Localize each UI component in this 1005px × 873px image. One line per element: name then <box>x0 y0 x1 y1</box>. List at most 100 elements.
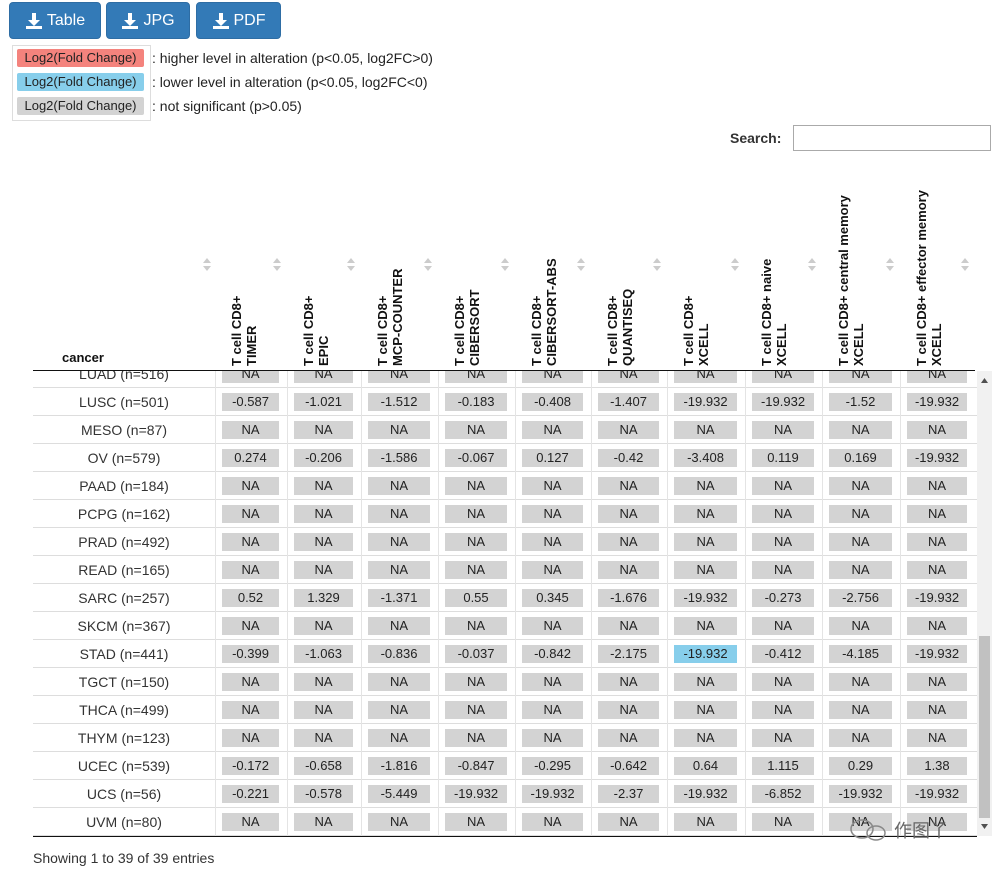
table-row: UCEC (n=539) -0.172 -0.658 -1.816 -0.847 -0.2… <box>33 752 977 780</box>
value-cell: -0.42 <box>598 449 659 467</box>
column-header: T cell CD8+ <box>452 295 467 366</box>
value-cell: NA <box>368 533 430 551</box>
cancer-name: PRAD (n=492) <box>78 534 170 550</box>
value-cell: NA <box>829 561 892 579</box>
value-cell: NA <box>222 617 279 635</box>
download-button[interactable]: Table <box>9 2 101 39</box>
value-cell: -5.449 <box>368 785 430 803</box>
value-cell: -0.408 <box>522 393 583 411</box>
legend-box <box>12 45 151 121</box>
value-cell: NA <box>445 421 507 439</box>
value-cell: NA <box>368 617 430 635</box>
column-header: TIMER <box>244 325 259 366</box>
download-button[interactable]: PDF <box>196 2 281 39</box>
value-cell: NA <box>222 701 279 719</box>
value-cell: NA <box>674 729 737 747</box>
cancer-name: THCA (n=499) <box>79 702 169 718</box>
column-separator <box>215 371 216 836</box>
value-cell: NA <box>598 673 659 691</box>
value-cell: -19.932 <box>674 785 737 803</box>
table-row: PRAD (n=492) NA NA NA NA NA NA NA NA NA NA <box>33 528 977 556</box>
cancer-name: READ (n=165) <box>78 562 170 578</box>
value-cell: NA <box>752 729 814 747</box>
value-cell: -3.408 <box>674 449 737 467</box>
legend-badge: Log2(Fold Change) <box>17 97 144 115</box>
value-cell: NA <box>522 617 583 635</box>
value-cell: NA <box>294 561 353 579</box>
download-button[interactable]: JPG <box>106 2 190 39</box>
value-cell: -0.642 <box>598 757 659 775</box>
value-cell: NA <box>368 673 430 691</box>
value-cell: NA <box>368 561 430 579</box>
column-header: cancer <box>62 350 104 365</box>
value-cell: NA <box>368 421 430 439</box>
value-cell: NA <box>829 673 892 691</box>
table-row: UCS (n=56) -0.221 -0.578 -5.449 -19.932 -19.9… <box>33 780 977 808</box>
table-body: LUAD (n=516) NA NA NA NA NA NA NA NA NA NA LUSC (n=… <box>33 371 977 836</box>
value-cell: NA <box>294 533 353 551</box>
value-cell: 0.169 <box>829 449 892 467</box>
cancer-name: THYM (n=123) <box>77 730 171 746</box>
value-cell: NA <box>522 371 583 383</box>
button-label: Table <box>46 11 86 29</box>
column-header: T cell CD8+ central memory <box>836 194 851 366</box>
column-header: CIBERSORT <box>467 289 482 366</box>
value-cell: NA <box>368 729 430 747</box>
value-cell: NA <box>829 701 892 719</box>
cancer-name: OV (n=579) <box>87 450 161 466</box>
value-cell: NA <box>445 371 507 383</box>
value-cell: -19.932 <box>907 645 967 663</box>
column-header: XCELL <box>696 323 711 366</box>
value-cell: NA <box>674 813 737 831</box>
table-header: cancer T cell CD8+ TIMER T cell CD8+ EPIC T c… <box>33 189 975 371</box>
value-cell: NA <box>598 533 659 551</box>
value-cell: NA <box>445 813 507 831</box>
download-icon <box>25 12 42 29</box>
value-cell: NA <box>674 701 737 719</box>
value-cell: NA <box>907 729 967 747</box>
value-cell: NA <box>522 561 583 579</box>
button-label: JPG <box>143 11 175 29</box>
value-cell: 0.345 <box>522 589 583 607</box>
value-cell: -19.932 <box>829 785 892 803</box>
search-input[interactable] <box>793 125 991 151</box>
value-cell: -1.676 <box>598 589 659 607</box>
value-cell: NA <box>522 729 583 747</box>
value-cell: NA <box>752 533 814 551</box>
column-separator <box>822 371 823 836</box>
cancer-name: PAAD (n=184) <box>79 478 169 494</box>
sort-icon <box>577 258 585 271</box>
legend-text: : higher level in alteration (p<0.05, lo… <box>152 50 433 66</box>
column-header: T cell CD8+ <box>375 295 390 366</box>
sort-icon <box>653 258 661 271</box>
value-cell: NA <box>222 533 279 551</box>
cancer-name: UCS (n=56) <box>86 786 162 802</box>
value-cell: -0.412 <box>752 645 814 663</box>
column-separator <box>287 371 288 836</box>
column-header: T cell CD8+ <box>301 295 316 366</box>
value-cell: -0.658 <box>294 757 353 775</box>
scrollbar-thumb[interactable] <box>979 636 990 818</box>
legend-text: : lower level in alteration (p<0.05, log… <box>152 74 428 90</box>
value-cell: 0.127 <box>522 449 583 467</box>
value-cell: -0.842 <box>522 645 583 663</box>
column-separator <box>591 371 592 836</box>
value-cell: -2.37 <box>598 785 659 803</box>
cancer-name: UVM (n=80) <box>86 814 162 830</box>
value-cell: -1.586 <box>368 449 430 467</box>
value-cell: NA <box>752 477 814 495</box>
column-separator <box>745 371 746 836</box>
column-header: CIBERSORT-ABS <box>544 258 559 366</box>
scrollbar-track[interactable] <box>977 371 992 836</box>
value-cell: NA <box>222 505 279 523</box>
value-cell: NA <box>907 813 967 831</box>
value-cell: NA <box>368 701 430 719</box>
value-cell: 1.329 <box>294 589 353 607</box>
cancer-name: LUSC (n=501) <box>79 394 169 410</box>
value-cell: 0.119 <box>752 449 814 467</box>
value-cell: -19.932 <box>522 785 583 803</box>
value-cell: NA <box>829 505 892 523</box>
value-cell: NA <box>222 477 279 495</box>
value-cell: NA <box>598 505 659 523</box>
